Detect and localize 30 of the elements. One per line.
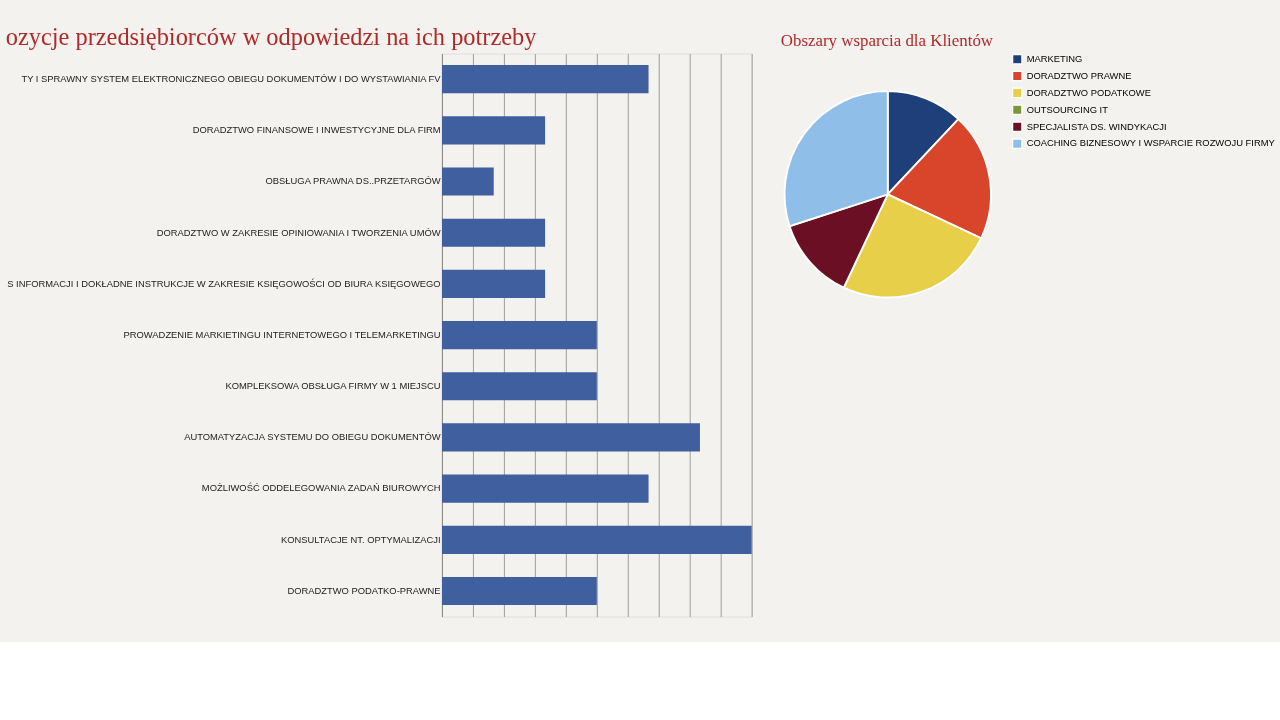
bar bbox=[441, 269, 546, 298]
y-tick-label: AUTOMATYZACJA SYSTEMU DO OBIEGU DOKUMENTÓW bbox=[184, 432, 441, 443]
bar bbox=[441, 474, 649, 503]
y-tick-label: DORADZTWO W ZAKRESIE OPINIOWANIA I TWORZENIA UMÓW bbox=[156, 227, 441, 238]
bar bbox=[441, 576, 597, 606]
y-tick-label: KONSULTACJE NT. OPTYMALIZACJI bbox=[281, 534, 441, 545]
legend-label: SPECJALISTA DS. WINDYKACJI bbox=[1026, 121, 1167, 132]
bar bbox=[441, 423, 700, 452]
chart-title: Obszary wsparcia dla Klientów bbox=[780, 31, 994, 51]
y-tick-label: KOMPLEKSOWA OBSŁUGA FIRMY W 1 MIEJSCU bbox=[225, 381, 441, 392]
bar bbox=[441, 116, 546, 145]
bar bbox=[441, 372, 597, 401]
bar bbox=[441, 167, 494, 196]
y-tick-label: MOŻLIWOŚĆ ODDELEGOWANIA ZADAŃ BIUROWYCH bbox=[201, 482, 441, 494]
y-tick-label: TY I SPRAWNY SYSTEM ELEKTRONICZNEGO OBIEGU DOKUMENTÓW I DO WYSTAWIANIA FV bbox=[21, 73, 442, 84]
legend-label: DORADZTWO PRAWNE bbox=[1026, 70, 1132, 81]
y-tick-label: OBSŁUGA PRAWNA DS..PRZETARGÓW bbox=[265, 176, 441, 187]
y-tick-label: S INFORMACJI I DOKŁADNE INSTRUKCJE W ZAKRESIE KSIĘGOWOŚCI OD BIURA KSIĘGOWEGO bbox=[7, 277, 441, 289]
bar bbox=[441, 525, 752, 554]
y-tick-label: PROWADZENIE MARKIETINGU INTERNETOWEGO I TELEMARKETINGU bbox=[123, 329, 441, 340]
bar bbox=[441, 321, 597, 350]
bar bbox=[441, 218, 546, 247]
legend-label: MARKETING bbox=[1026, 54, 1083, 64]
legend-label: DORADZTWO PODATKOWE bbox=[1026, 87, 1151, 98]
y-tick-label: DORADZTWO PODATKO-PRAWNE bbox=[287, 585, 441, 596]
y-tick-label: DORADZTWO FINANSOWE I INWESTYCYJNE DLA FIRM bbox=[192, 125, 441, 136]
chart-title: ozycje przedsiębiorców w odpowiedzi na ich potrzeby bbox=[5, 23, 538, 51]
bar bbox=[441, 65, 649, 94]
legend-label: OUTSOURCING IT bbox=[1026, 104, 1109, 115]
legend-label: COACHING BIZNESOWY I WSPARCIE ROZWOJU FIRMY bbox=[1026, 138, 1276, 149]
